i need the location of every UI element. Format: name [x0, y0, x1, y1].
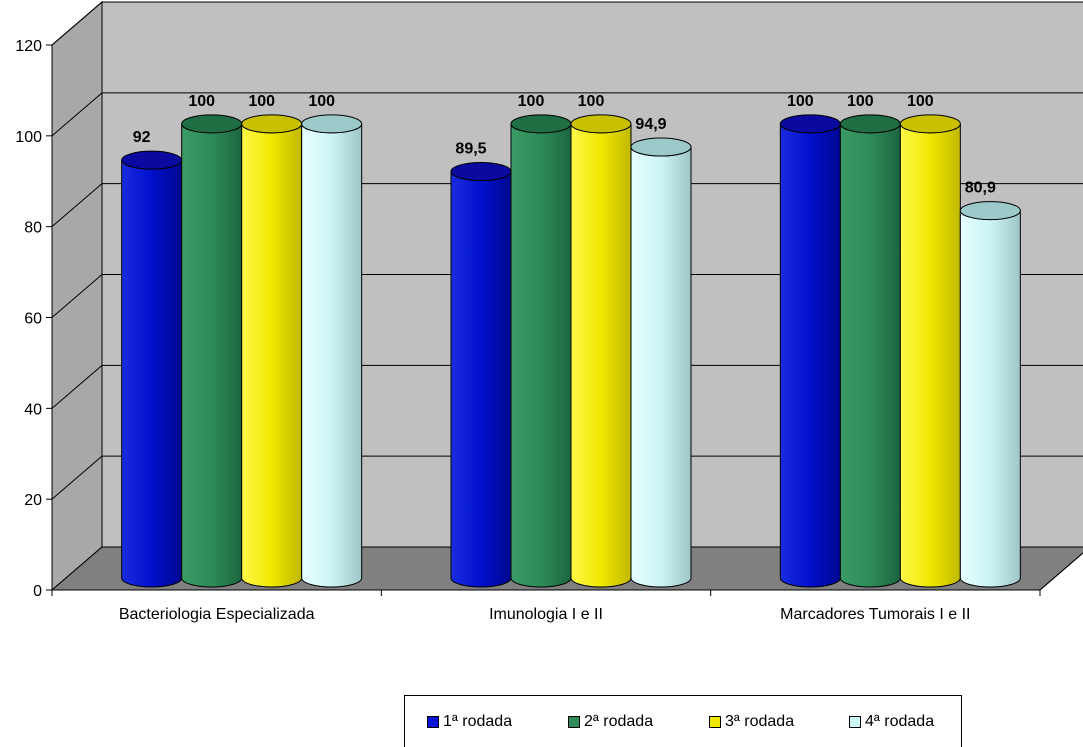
bar-body [301, 123, 363, 588]
legend-swatch-3 [709, 716, 721, 728]
gridline-side [51, 1, 103, 46]
bar-top [839, 114, 901, 134]
category-label: Marcadores Tumorais I e II [780, 606, 970, 623]
legend-swatch-2 [568, 716, 580, 728]
data-label: 100 [248, 93, 275, 110]
bar-body [959, 210, 1021, 588]
bars [121, 114, 1021, 588]
bar [839, 114, 901, 588]
y-tick-label: 80 [24, 220, 42, 237]
bar-top [630, 137, 692, 157]
bar-top [510, 114, 572, 134]
legend-item-2: 2ª rodada [568, 713, 653, 731]
legend-item-1: 1ª rodada [427, 713, 512, 731]
bar-top [959, 201, 1021, 221]
y-tick-label: 40 [24, 401, 42, 418]
data-label: 100 [847, 93, 874, 110]
y-axis: 0 20 40 60 80 100 120 [15, 38, 53, 600]
data-label: 94,9 [635, 116, 666, 133]
data-label: 100 [308, 93, 335, 110]
category-label: Imunologia I e II [489, 606, 603, 623]
gridline-side [51, 274, 103, 318]
legend-label-1: 1ª rodada [443, 713, 513, 730]
data-label: 89,5 [455, 141, 486, 158]
y-tick-label: 120 [15, 38, 42, 55]
gridline-side [51, 364, 103, 409]
y-tick-label: 60 [24, 311, 42, 328]
data-label: 100 [787, 93, 814, 110]
legend-item-3: 3ª rodada [709, 713, 794, 731]
data-label: 100 [188, 93, 215, 110]
bar [899, 114, 961, 588]
bar-body [510, 123, 572, 588]
bar-top [241, 114, 303, 134]
bar-top [779, 114, 841, 134]
category-label: Bacteriologia Especializada [119, 606, 315, 623]
bar [301, 114, 363, 588]
bar-top [899, 114, 961, 134]
bar [181, 114, 243, 588]
bar-top [570, 114, 632, 134]
data-labels: 92 100 100 100 89,5 100 100 94,9 100 100 100 80,9 [133, 93, 996, 197]
data-label: 100 [578, 93, 605, 110]
bar-top [121, 150, 183, 170]
bar-body [570, 123, 632, 588]
legend-label-3: 3ª rodada [725, 713, 795, 730]
bar-top [450, 162, 512, 182]
y-tick-label: 100 [15, 129, 42, 146]
legend-item-4: 4ª rodada [849, 713, 934, 731]
legend-label-2: 2ª rodada [584, 713, 654, 730]
bar [510, 114, 572, 588]
bar [959, 201, 1021, 588]
data-label: 100 [518, 93, 545, 110]
gridline-side [51, 92, 103, 137]
bar-top [301, 114, 363, 134]
y-tick-label: 0 [33, 583, 42, 600]
data-label: 100 [907, 93, 934, 110]
bar [241, 114, 303, 588]
bar-body [121, 160, 183, 588]
bar [570, 114, 632, 588]
bar [450, 162, 512, 588]
bar [121, 150, 183, 588]
bar-body [630, 146, 692, 588]
floor-edge [1039, 552, 1083, 591]
gridline-side [51, 455, 103, 500]
bar-top [181, 114, 243, 134]
legend-swatch-1 [427, 716, 439, 728]
bar [779, 114, 841, 588]
gridline-side [51, 183, 103, 228]
legend: 1ª rodada 2ª rodada 3ª rodada 4ª rodada [404, 695, 962, 747]
bar-body [779, 123, 841, 588]
bar-body [450, 171, 512, 588]
legend-label-4: 4ª rodada [865, 713, 935, 730]
bar-body [899, 123, 961, 588]
data-label: 92 [133, 129, 151, 146]
y-tick-label: 20 [24, 492, 42, 509]
legend-swatch-4 [849, 716, 861, 728]
x-axis: Bacteriologia Especializada Imunologia I … [51, 552, 1083, 623]
bar-body [241, 123, 303, 588]
data-label: 80,9 [965, 180, 996, 197]
bar-body [839, 123, 901, 588]
bar-body [181, 123, 243, 588]
bar [630, 137, 692, 588]
